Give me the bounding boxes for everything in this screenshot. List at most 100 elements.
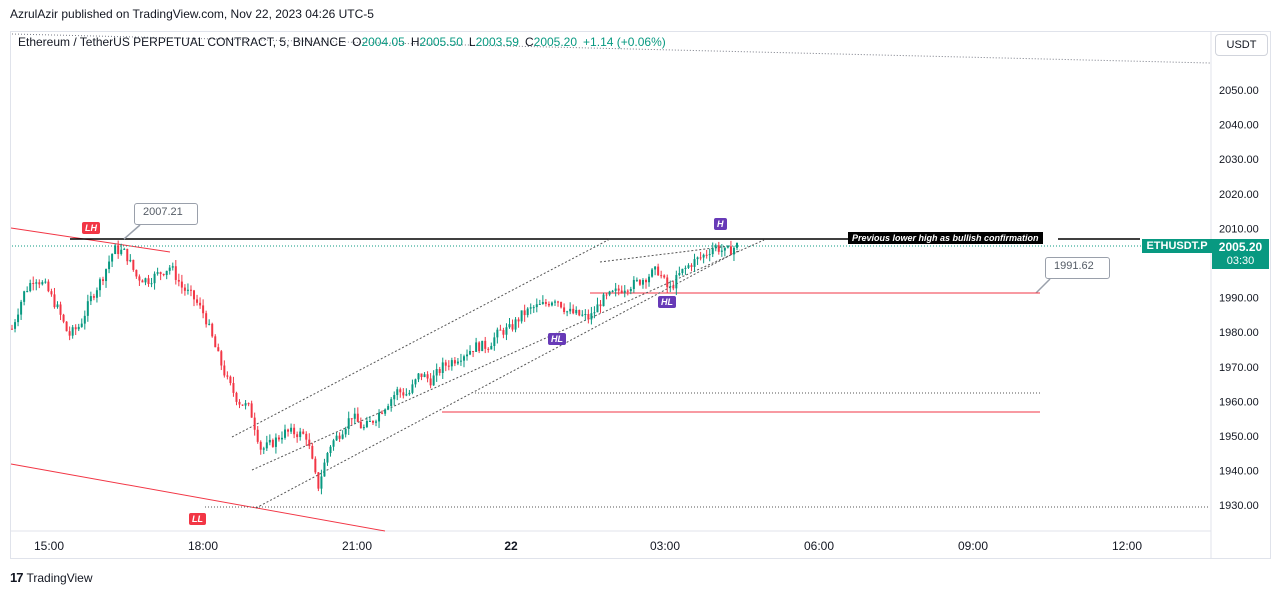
candle-body	[144, 278, 147, 283]
candle-body	[502, 330, 505, 335]
candle-body	[105, 269, 108, 282]
candle-body	[59, 304, 62, 315]
candle-body	[532, 307, 535, 309]
candle-body	[280, 437, 283, 440]
candle-body	[547, 303, 550, 306]
candle-body	[608, 291, 611, 295]
red-trendline-upper	[10, 227, 171, 253]
candle-body	[523, 310, 526, 316]
candle-body	[660, 275, 663, 277]
candle-body	[256, 429, 259, 442]
candle-body	[569, 308, 572, 312]
candle-body	[481, 340, 484, 352]
candle-body	[390, 399, 393, 407]
candle-body	[329, 446, 332, 454]
callout-1991[interactable]: 1991.62	[1045, 257, 1110, 279]
candle-body	[120, 249, 123, 255]
marker-hl-1[interactable]: HL	[548, 333, 566, 345]
candle-body	[708, 254, 711, 256]
candle-body	[717, 245, 720, 252]
marker-ll[interactable]: LL	[189, 513, 206, 525]
candle-body	[86, 301, 89, 316]
currency-button[interactable]: USDT	[1215, 34, 1268, 56]
candle-body	[47, 281, 50, 292]
candle-body	[432, 375, 435, 386]
candle-body	[605, 294, 608, 296]
time-axis: 15:00 18:00 21:00 22 03:00 06:00 09:00 12:00	[34, 539, 1142, 553]
candle-body	[411, 384, 414, 393]
candle-body	[426, 374, 429, 379]
callout-2007[interactable]: 2007.21	[134, 203, 198, 225]
candle-body	[541, 302, 544, 304]
candle-body	[696, 257, 699, 260]
candle-body	[553, 301, 556, 303]
candle-body	[447, 365, 450, 367]
candle-body	[723, 247, 726, 251]
marker-hl-2[interactable]: HL	[658, 296, 676, 308]
candle-body	[711, 248, 714, 255]
x-tick-label: 06:00	[804, 539, 834, 553]
candle-body	[720, 250, 723, 252]
candle-body	[402, 392, 405, 396]
candle-body	[684, 267, 687, 269]
candle-body	[26, 291, 29, 293]
candle-body	[678, 273, 681, 276]
y-tick-label: 1980.00	[1219, 327, 1259, 339]
candle-body	[271, 439, 274, 447]
candle-body	[147, 278, 150, 285]
candle-body	[629, 288, 632, 292]
candle-body	[92, 296, 95, 298]
candle-body	[375, 421, 378, 423]
candle-body	[217, 347, 220, 352]
candle-body	[365, 420, 368, 428]
legend-change: +1.14 (+0.06%)	[583, 35, 666, 49]
candle-body	[484, 340, 487, 349]
candle-body	[259, 441, 262, 450]
legend-open: 2004.05	[361, 35, 405, 49]
candle-body	[593, 312, 596, 314]
candle-body	[472, 351, 475, 353]
candle-body	[623, 290, 626, 293]
legend-symbol[interactable]: Ethereum / TetherUS PERPETUAL CONTRACT, …	[18, 35, 347, 49]
candles-layer	[11, 240, 738, 495]
candle-body	[371, 420, 374, 423]
y-tick-label: 1940.00	[1219, 466, 1259, 478]
candle-body	[341, 434, 344, 439]
tradingview-logo-icon[interactable]: 17	[10, 570, 24, 585]
candle-body	[196, 299, 199, 303]
candle-body	[632, 279, 635, 289]
candle-body	[505, 327, 508, 335]
candle-body	[71, 327, 74, 336]
publisher-caption: AzrulAzir published on TradingView.com, …	[10, 7, 374, 21]
candle-body	[356, 413, 359, 422]
candle-body	[681, 268, 684, 274]
candle-body	[77, 326, 80, 330]
x-tick-label: 15:00	[34, 539, 64, 553]
candle-body	[53, 294, 56, 308]
candle-body	[635, 279, 638, 281]
candle-body	[344, 428, 347, 435]
candle-body	[138, 276, 141, 281]
candle-body	[287, 429, 290, 432]
last-price: 2005.20	[1218, 240, 1263, 254]
candle-body	[405, 394, 408, 396]
candle-body	[648, 276, 651, 283]
price-axis: 2050.00 2040.00 2030.00 2020.00 2010.00 1990.…	[1219, 85, 1259, 512]
candle-body	[596, 304, 599, 313]
candle-body	[305, 433, 308, 440]
candle-body	[675, 275, 678, 289]
candle-body	[205, 313, 208, 325]
marker-lh[interactable]: LH	[82, 222, 100, 234]
marker-h[interactable]: H	[714, 218, 727, 230]
candle-body	[417, 373, 420, 380]
candle-body	[493, 337, 496, 346]
confirmation-note[interactable]: Previous lower high as bullish confirmat…	[848, 232, 1043, 244]
candle-body	[657, 266, 660, 276]
candle-body	[626, 290, 629, 292]
candle-body	[466, 354, 469, 357]
legend-close: 2005.20	[533, 35, 578, 49]
candle-body	[575, 309, 578, 314]
footer-brand[interactable]: TradingView	[26, 570, 93, 585]
candle-body	[108, 261, 111, 270]
